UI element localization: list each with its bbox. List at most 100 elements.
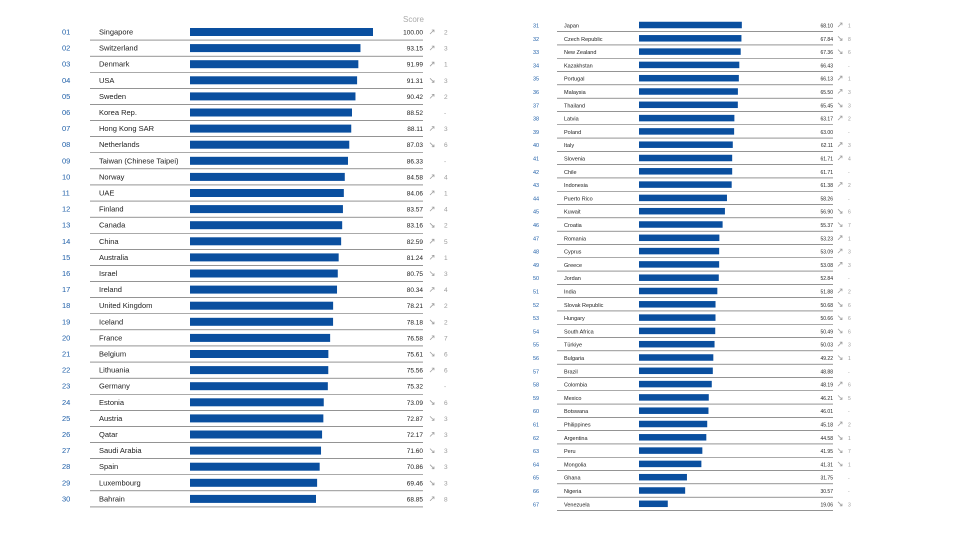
score-bar — [190, 414, 324, 423]
rank-change: 6 — [848, 316, 851, 322]
score-bar — [639, 420, 708, 428]
table-row: 58 Colombia 48.19 6 — [533, 380, 851, 392]
country-label: Austria — [99, 414, 123, 423]
arrow-down-icon — [429, 448, 435, 453]
score-bar — [639, 274, 719, 281]
table-row: 54 South Africa 50.49 6 — [533, 327, 851, 338]
score-value: 90.42 — [407, 94, 424, 101]
rank-label: 55 — [533, 343, 539, 349]
score-value: 45.18 — [820, 423, 833, 429]
rank-change: - — [848, 369, 850, 375]
right-ranking-panel: 31 Japan 68.10 132 Czech Republic 67.84 833 New… — [533, 21, 851, 511]
table-row: 55 Türkiye 50.03 3 — [533, 340, 851, 352]
score-bar — [190, 205, 343, 214]
table-row: 14 China 82.59 5 — [62, 237, 448, 250]
country-label: Qatar — [99, 430, 118, 439]
score-bar — [639, 181, 732, 188]
rank-label: 47 — [533, 236, 539, 242]
rank-label: 24 — [62, 398, 70, 407]
arrow-down-icon — [429, 351, 435, 357]
arrow-down-icon — [837, 328, 843, 334]
rank-change: 2 — [444, 223, 448, 230]
rank-label: 25 — [62, 414, 70, 423]
table-row: 34 Kazakhstan 66.43 - — [533, 61, 850, 72]
rank-label: 23 — [62, 382, 70, 391]
rank-label: 35 — [533, 77, 539, 83]
rank-label: 65 — [533, 476, 539, 482]
rank-change: 3 — [848, 343, 851, 349]
rank-change: 3 — [444, 480, 448, 487]
score-bar — [639, 61, 740, 69]
country-label: USA — [99, 76, 114, 85]
score-bar — [639, 114, 735, 122]
score-value: 19.06 — [820, 502, 833, 508]
table-row: 56 Bulgaria 49.22 1 — [533, 354, 851, 365]
arrow-up-icon — [837, 155, 843, 161]
score-bar — [190, 317, 334, 326]
rank-change: - — [444, 158, 446, 165]
table-row: 39 Poland 63.00 - — [533, 128, 850, 139]
country-label: Thailand — [564, 103, 585, 109]
rank-change: 2 — [848, 290, 851, 296]
rank-change: - — [444, 384, 446, 391]
table-row: 28 Spain 70.86 3 — [62, 462, 448, 476]
rank-change: 6 — [848, 303, 851, 309]
country-label: Cyprus — [564, 250, 582, 256]
score-value: 73.09 — [407, 400, 424, 407]
score-bar — [639, 141, 733, 148]
score-value: 69.46 — [407, 480, 424, 487]
country-label: Japan — [564, 24, 579, 30]
score-bar — [190, 446, 322, 455]
country-label: Puerto Rico — [564, 196, 593, 202]
score-bar — [190, 140, 350, 149]
table-row: 16 Israel 80.75 3 — [62, 269, 448, 282]
score-value: 66.43 — [820, 63, 833, 69]
rank-label: 37 — [533, 103, 539, 109]
rank-change: - — [444, 110, 446, 117]
country-label: Korea Rep. — [99, 108, 137, 117]
table-row: 10 Norway 84.58 4 — [62, 172, 448, 186]
rank-label: 50 — [533, 276, 539, 282]
table-row: 50 Jordan 52.84 - — [533, 274, 850, 285]
country-label: Türkiye — [564, 343, 582, 349]
country-label: Brazil — [564, 369, 578, 375]
country-label: Kazakhstan — [564, 63, 593, 69]
score-value: 31.75 — [820, 476, 833, 482]
country-label: Lithuania — [99, 366, 130, 375]
rank-label: 49 — [533, 263, 539, 269]
table-row: 11 UAE 84.06 1 — [62, 189, 448, 202]
score-bar — [190, 285, 338, 294]
rank-label: 46 — [533, 223, 539, 229]
rank-change: 6 — [848, 329, 851, 335]
score-bar — [190, 333, 331, 342]
score-value: 44.58 — [820, 436, 833, 442]
rank-label: 09 — [62, 156, 70, 165]
rank-label: 29 — [62, 478, 70, 487]
rank-label: 34 — [533, 63, 539, 69]
arrow-up-icon — [837, 75, 843, 81]
score-value: 78.21 — [407, 303, 424, 310]
rank-label: 38 — [533, 117, 539, 123]
score-value: 76.58 — [407, 335, 424, 342]
rank-label: 39 — [533, 130, 539, 136]
country-label: Israel — [99, 269, 118, 278]
arrow-down-icon — [837, 395, 843, 400]
table-row: 25 Austria 72.87 3 — [62, 414, 448, 427]
rank-label: 53 — [533, 316, 539, 322]
rank-change: 7 — [444, 335, 448, 342]
table-row: 66 Nigeria 30.57 - — [533, 487, 850, 498]
rank-label: 30 — [62, 494, 70, 503]
score-value: 80.34 — [407, 287, 424, 294]
rank-change: 3 — [848, 90, 851, 96]
score-bar — [639, 74, 739, 82]
rank-change: 3 — [848, 143, 851, 149]
score-value: 71.60 — [407, 448, 424, 455]
rank-label: 43 — [533, 183, 539, 189]
country-label: Philippines — [564, 423, 591, 429]
arrow-up-icon — [429, 126, 435, 131]
rank-label: 56 — [533, 356, 539, 362]
table-row: 20 France 76.58 7 — [62, 333, 448, 347]
arrow-down-icon — [429, 400, 435, 405]
rank-label: 42 — [533, 170, 539, 176]
score-value: 70.86 — [407, 464, 424, 471]
